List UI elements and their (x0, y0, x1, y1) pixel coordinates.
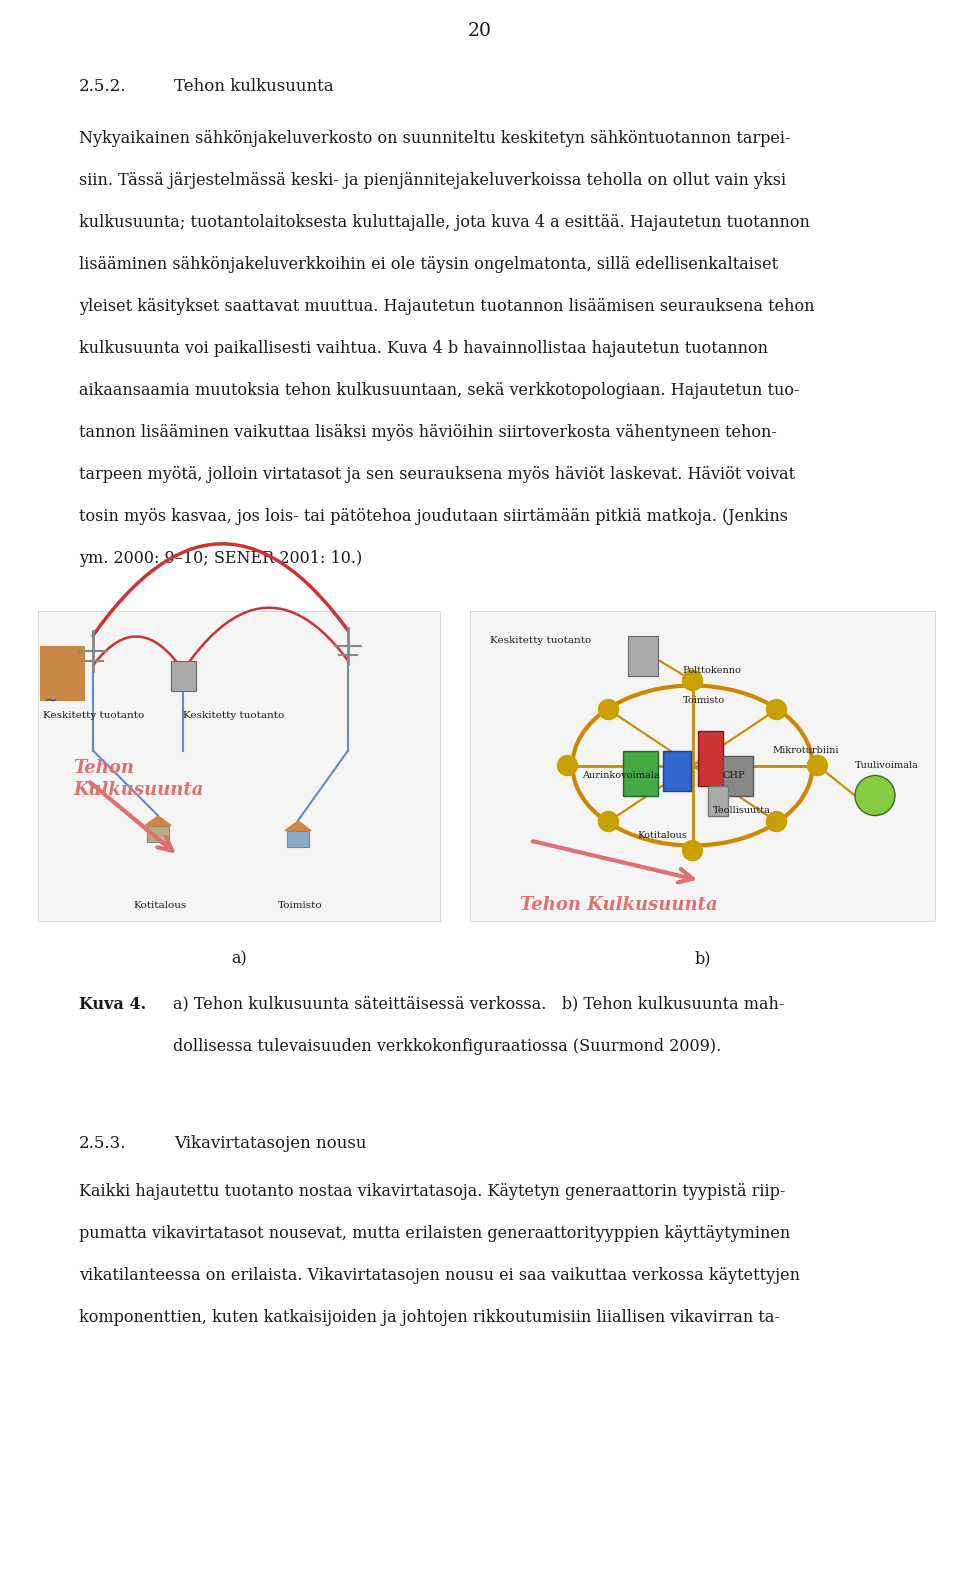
Text: Keskitetty tuotanto: Keskitetty tuotanto (43, 711, 144, 720)
Text: Toimisto: Toimisto (278, 901, 323, 910)
Circle shape (855, 775, 895, 816)
Text: pumatta vikavirtatasot nousevat, mutta erilaisten generaattorityyppien käyttäyty: pumatta vikavirtatasot nousevat, mutta e… (79, 1225, 790, 1241)
Circle shape (766, 811, 786, 832)
Text: Toimisto: Toimisto (683, 695, 725, 704)
Text: Keskitetty tuotanto: Keskitetty tuotanto (490, 635, 591, 645)
Bar (147, 825, 169, 841)
Circle shape (598, 700, 618, 720)
Text: ~: ~ (43, 692, 57, 709)
Bar (38, 610, 440, 921)
Text: CHP: CHP (723, 770, 745, 780)
Bar (723, 756, 753, 795)
Text: Teollisuutta: Teollisuutta (712, 805, 770, 814)
Text: tannon lisääminen vaikuttaa lisäksi myös häviöihin siirtoverkosta vähentyneen te: tannon lisääminen vaikuttaa lisäksi myös… (79, 424, 777, 441)
Text: Kuva 4.: Kuva 4. (79, 996, 146, 1012)
Bar (470, 610, 935, 921)
Text: yleiset käsitykset saattavat muuttua. Hajautetun tuotannon lisäämisen seurauksen: yleiset käsitykset saattavat muuttua. Ha… (79, 298, 814, 315)
Text: dollisessa tulevaisuuden verkkokonfiguraatiossa (Suurmond 2009).: dollisessa tulevaisuuden verkkokonfigura… (173, 1037, 721, 1054)
Bar (40, 645, 85, 700)
Circle shape (766, 700, 786, 720)
Text: a) Tehon kulkusuunta säteittäisessä verkossa.   b) Tehon kulkusuunta mah-: a) Tehon kulkusuunta säteittäisessä verk… (173, 996, 784, 1012)
Bar (628, 635, 658, 676)
Bar (171, 661, 196, 690)
Text: vikatilanteessa on erilaista. Vikavirtatasojen nousu ei saa vaikuttaa verkossa k: vikatilanteessa on erilaista. Vikavirtat… (79, 1266, 800, 1283)
Text: 2.5.3.: 2.5.3. (79, 1134, 126, 1152)
Text: Mikroturbiini: Mikroturbiini (773, 745, 839, 755)
Text: aikaansaamia muutoksia tehon kulkusuuntaan, sekä verkkotopologiaan. Hajautetun t: aikaansaamia muutoksia tehon kulkusuunta… (79, 383, 800, 399)
Text: Kotitalous: Kotitalous (133, 901, 186, 910)
Circle shape (558, 756, 578, 775)
Polygon shape (145, 816, 171, 825)
Text: 20: 20 (468, 22, 492, 39)
Bar (622, 750, 658, 795)
Text: Kotitalous: Kotitalous (637, 830, 687, 839)
Text: Keskitetty tuotanto: Keskitetty tuotanto (183, 711, 284, 720)
Text: tosin myös kasvaa, jos lois- tai pätötehoa joudutaan siirtämään pitkiä matkoja. : tosin myös kasvaa, jos lois- tai pätöteh… (79, 508, 788, 526)
Text: kulkusuunta voi paikallisesti vaihtua. Kuva 4 b havainnollistaa hajautetun tuota: kulkusuunta voi paikallisesti vaihtua. K… (79, 340, 768, 358)
Text: siin. Tässä järjestelmässä keski- ja pienjännitejakeluverkoissa teholla on ollut: siin. Tässä järjestelmässä keski- ja pie… (79, 173, 786, 188)
Text: Aurinkovoimala: Aurinkovoimala (583, 770, 660, 780)
Text: ym. 2000: 9–10; SENER 2001: 10.): ym. 2000: 9–10; SENER 2001: 10.) (79, 551, 362, 568)
Text: komponenttien, kuten katkaisijoiden ja johtojen rikkoutumisiin liiallisen vikavi: komponenttien, kuten katkaisijoiden ja j… (79, 1309, 780, 1326)
Text: Vikavirtatasojen nousu: Vikavirtatasojen nousu (174, 1134, 366, 1152)
Polygon shape (285, 821, 311, 830)
Text: tarpeen myötä, jolloin virtatasot ja sen seurauksena myös häviöt laskevat. Häviö: tarpeen myötä, jolloin virtatasot ja sen… (79, 466, 795, 483)
Text: Polttokenno: Polttokenno (683, 665, 741, 675)
Text: a): a) (231, 951, 247, 968)
Circle shape (683, 670, 703, 690)
Bar (698, 731, 723, 786)
Circle shape (807, 756, 828, 775)
Text: Kaikki hajautettu tuotanto nostaa vikavirtatasoja. Käytetyn generaattorin tyypis: Kaikki hajautettu tuotanto nostaa vikavi… (79, 1183, 785, 1200)
Text: kulkusuunta; tuotantolaitoksesta kuluttajalle, jota kuva 4 a esittää. Hajautetun: kulkusuunta; tuotantolaitoksesta kulutta… (79, 213, 809, 231)
Circle shape (598, 811, 618, 832)
Bar (287, 830, 309, 847)
Text: lisääminen sähkönjakeluverkkoihin ei ole täysin ongelmatonta, sillä edellisenkal: lisääminen sähkönjakeluverkkoihin ei ole… (79, 256, 778, 273)
Text: 2.5.2.: 2.5.2. (79, 78, 126, 96)
Text: Tehon
Kulkusuunta: Tehon Kulkusuunta (73, 758, 204, 799)
Text: Tehon Kulkusuunta: Tehon Kulkusuunta (520, 896, 718, 913)
Text: Tuulivoimala: Tuulivoimala (855, 761, 919, 769)
Text: b): b) (694, 951, 710, 968)
Text: Tehon kulkusuunta: Tehon kulkusuunta (174, 78, 333, 96)
Circle shape (683, 841, 703, 860)
Text: Nykyaikainen sähkönjakeluverkosto on suunniteltu keskitetyn sähköntuotannon tarp: Nykyaikainen sähkönjakeluverkosto on suu… (79, 130, 790, 147)
Bar (708, 786, 728, 816)
Bar (662, 750, 690, 791)
